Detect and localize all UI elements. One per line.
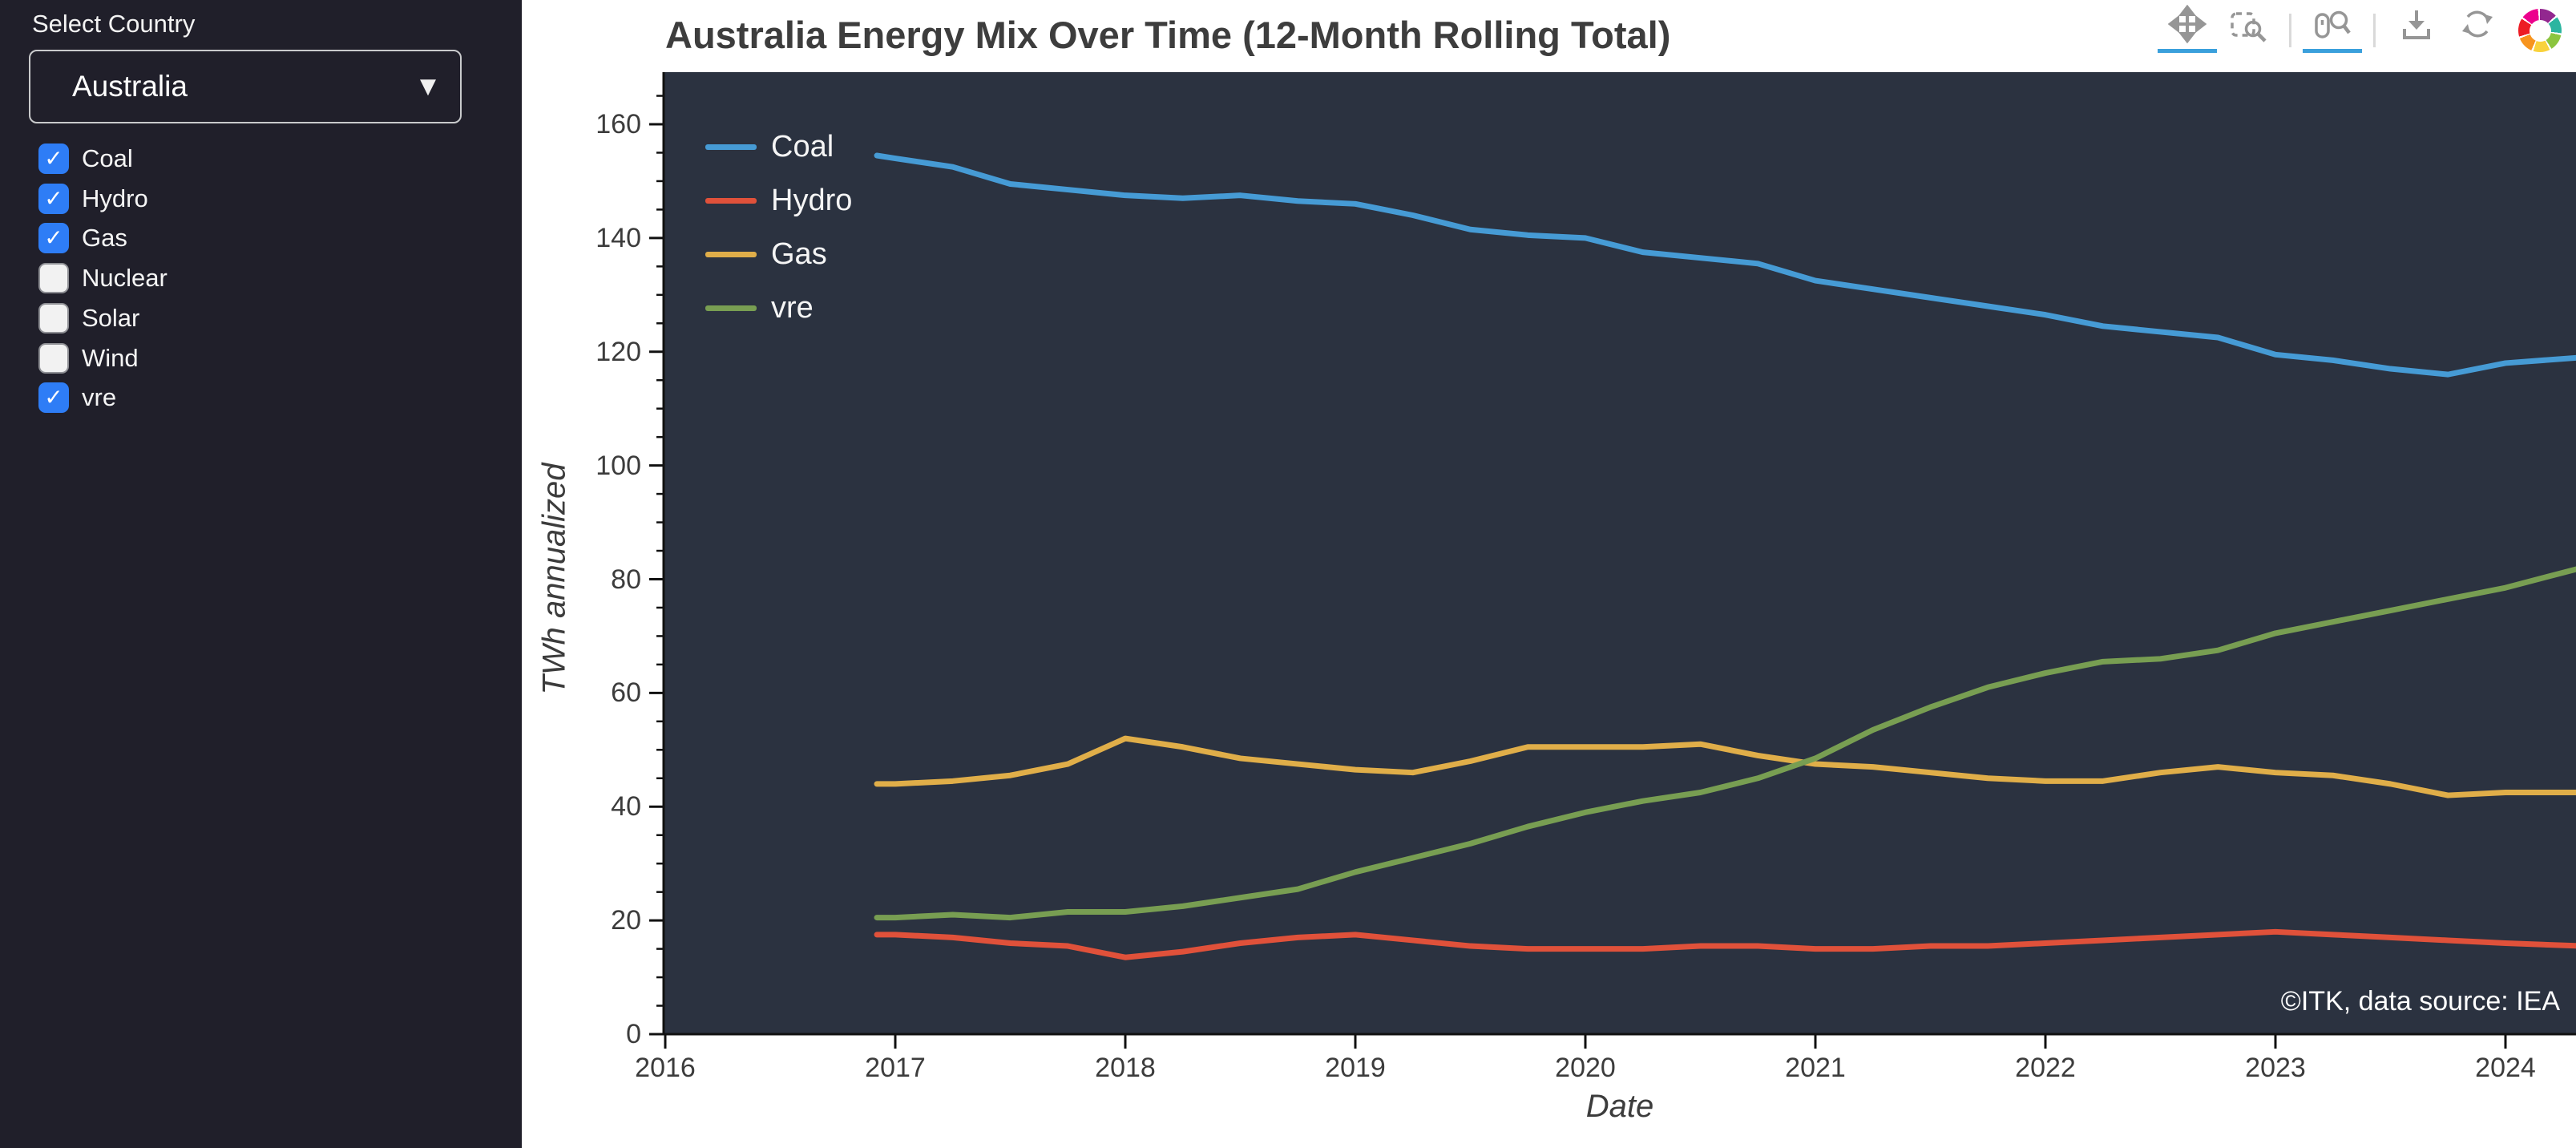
y-tick-label: 100 [596,450,641,481]
y-tick-label: 0 [626,1019,641,1049]
pan-tool-button[interactable] [2158,4,2217,55]
source-annotation: ©ITK, data source: IEA [2280,986,2560,1017]
checkbox-row-gas[interactable]: ✓ Gas [38,222,127,254]
checkbox-label: Gas [82,224,127,253]
legend-swatch-hydro [705,198,757,204]
series-line-gas [874,735,2576,798]
x-tick-label: 2023 [2245,1053,2306,1083]
x-tick-label: 2024 [2475,1053,2536,1083]
checkbox-unchecked-icon[interactable] [38,263,69,294]
checkbox-label: Coal [82,144,133,172]
reset-tool-button[interactable] [2457,5,2497,55]
series-line-coal [874,152,2576,378]
mouse-magnifier-icon [2313,5,2352,47]
checkbox-row-solar[interactable]: Solar [38,302,139,334]
checkbox-label: vre [82,383,117,412]
x-axis-title: Date [1585,1089,1654,1124]
country-select-value: Australia [72,70,188,103]
checkbox-row-vre[interactable]: ✓ vre [38,382,116,414]
y-tick-label: 160 [596,109,641,139]
checkbox-unchecked-icon[interactable] [38,302,69,333]
legend-swatch-gas [705,252,757,257]
checkbox-row-wind[interactable]: Wind [38,342,139,374]
series-line-vre [874,566,2576,921]
toolbar-separator [2289,14,2291,47]
country-select-label: Select Country [32,10,196,38]
y-tick-label: 40 [611,791,641,823]
y-tick-label: 80 [611,564,641,595]
download-icon [2397,5,2436,47]
legend-label: Coal [771,130,834,164]
toolbar-separator [2373,14,2376,47]
x-tick-label: 2017 [865,1053,926,1083]
plot-area[interactable] [664,72,2576,1034]
legend-item-gas: Gas [705,228,852,281]
y-tick-label: 140 [596,222,641,253]
checkbox-label: Nuclear [82,264,168,293]
checkmark-icon: ✓ [44,384,63,411]
chart-title: Australia Energy Mix Over Time (12-Month… [665,14,1671,56]
legend-swatch-coal [705,144,757,150]
country-select[interactable]: Australia ▼ [29,50,462,123]
sidebar: Select Country Australia ▼ ✓ Coal ✓ Hydro ✓ G… [0,0,522,1148]
refresh-icon [2458,5,2497,47]
x-tick-label: 2020 [1555,1053,1616,1083]
checkbox-label: Solar [82,303,140,332]
legend-item-vre: vre [705,281,852,335]
y-tick-label: 20 [611,905,641,936]
box-zoom-icon [2229,5,2267,47]
legend-label: Gas [771,237,827,271]
x-tick-label: 2019 [1325,1053,1386,1083]
series-line-hydro [874,928,2576,960]
checkmark-icon: ✓ [44,145,63,172]
save-tool-button[interactable] [2396,5,2437,55]
checkbox-checked-icon[interactable]: ✓ [38,382,69,414]
y-axis-title: TWh annualized [536,463,572,695]
y-tick-label: 120 [596,336,641,367]
checkmark-icon: ✓ [44,184,63,212]
checkbox-checked-icon[interactable]: ✓ [38,183,69,214]
checkbox-label: Hydro [82,184,148,212]
legend-swatch-vre [705,305,757,311]
checkbox-label: Wind [82,343,139,372]
move-arrows-icon [2167,4,2207,47]
wheel-zoom-tool-button[interactable] [2303,5,2362,55]
x-tick-label: 2016 [635,1053,696,1083]
legend-label: Hydro [771,184,853,217]
checkbox-checked-icon[interactable]: ✓ [38,223,69,254]
x-tick-label: 2021 [1785,1053,1846,1083]
checkmark-icon: ✓ [44,224,63,252]
chart-legend: Coal Hydro Gas vre [705,120,852,335]
checkbox-row-nuclear[interactable]: Nuclear [38,262,168,294]
x-tick-label: 2018 [1095,1053,1156,1083]
checkbox-row-coal[interactable]: ✓ Coal [38,143,133,175]
checkbox-row-hydro[interactable]: ✓ Hydro [38,183,148,215]
checkbox-unchecked-icon[interactable] [38,342,69,374]
chevron-down-icon: ▼ [420,75,436,99]
y-tick-label: 60 [611,677,641,709]
legend-label: vre [771,291,814,325]
bokeh-toolbar [2158,4,2562,55]
x-tick-label: 2022 [2015,1053,2076,1083]
legend-item-coal: Coal [705,120,852,174]
bokeh-logo[interactable] [2518,9,2562,52]
legend-item-hydro: Hydro [705,174,852,228]
checkbox-checked-icon[interactable]: ✓ [38,144,69,174]
box-zoom-tool-button[interactable] [2228,5,2268,55]
